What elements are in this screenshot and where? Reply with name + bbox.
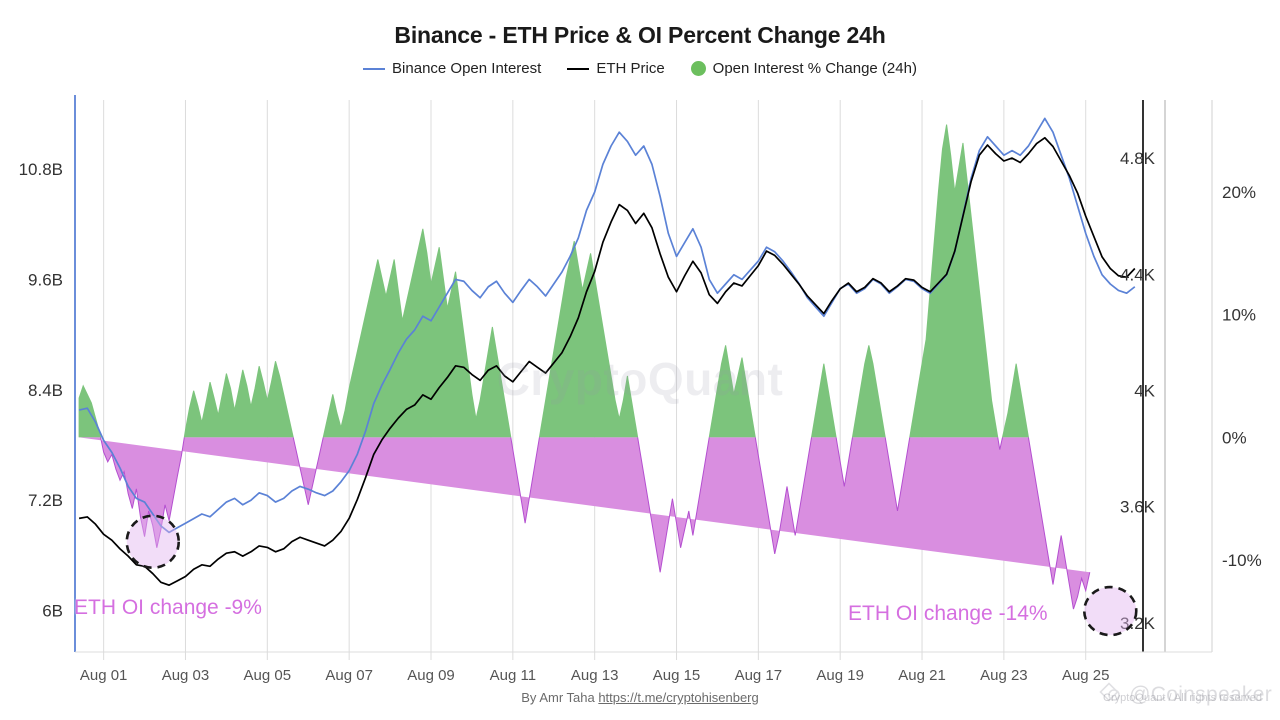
callout-ellipse-right — [1082, 585, 1138, 637]
y-axis-left-tick-3: 7.2B — [28, 491, 63, 510]
x-axis-tick-aug-21: Aug 21 — [898, 667, 946, 684]
x-axis-tick-aug-15: Aug 15 — [653, 667, 701, 684]
y-axis-percent-tick-1: 10% — [1222, 306, 1256, 325]
legend-line-marker-black — [567, 67, 590, 70]
legend-label-open-interest: Binance Open Interest — [392, 60, 542, 77]
x-axis-tick-aug-07: Aug 07 — [325, 667, 373, 684]
y-axis-percent-tick-3: -10% — [1222, 551, 1262, 570]
oi-percent-negative-area — [79, 437, 1091, 610]
legend-label-eth-price: ETH Price — [596, 60, 665, 77]
footer-credit: By Amr Taha https://t.me/cryptohisenberg — [0, 690, 1280, 705]
legend-item-eth-price[interactable]: ETH Price — [567, 60, 665, 77]
x-axis-tick-aug-25: Aug 25 — [1062, 667, 1110, 684]
x-axis-tick-aug-11: Aug 11 — [490, 667, 536, 684]
chart-legend: Binance Open Interest ETH Price Open Int… — [0, 60, 1280, 77]
x-axis-tick-aug-05: Aug 05 — [244, 667, 292, 684]
y-axis-left-tick-1: 9.6B — [28, 270, 63, 289]
series-line-eth-price — [78, 136, 1136, 587]
legend-item-open-interest[interactable]: Binance Open Interest — [363, 60, 541, 77]
y-axis-percent-tick-0: 20% — [1222, 183, 1256, 202]
y-axis-price-tick-3: 3.6K — [1120, 498, 1156, 517]
x-axis-tick-aug-17: Aug 17 — [735, 667, 783, 684]
footer-credit-prefix: By Amr Taha — [521, 690, 599, 705]
y-axis-percent-tick-2: 0% — [1222, 428, 1247, 447]
legend-line-marker-blue — [363, 67, 386, 70]
oi-percent-positive-area — [78, 124, 1029, 438]
x-axis-tick-aug-09: Aug 09 — [407, 667, 455, 684]
x-axis-tick-aug-23: Aug 23 — [980, 667, 1028, 684]
x-axis-tick-aug-19: Aug 19 — [816, 667, 864, 684]
x-axis-tick-aug-03: Aug 03 — [162, 667, 210, 684]
x-axis-tick-aug-01: Aug 01 — [80, 667, 128, 684]
x-axis-tick-aug-13: Aug 13 — [571, 667, 619, 684]
y-axis-price-tick-1: 4.4K — [1120, 265, 1156, 284]
annotation-right-label: ETH OI change -14% — [848, 602, 1048, 625]
legend-label-oi-percent-change: Open Interest % Change (24h) — [712, 60, 917, 77]
y-axis-price-tick-2: 4K — [1134, 382, 1155, 401]
annotation-left-label: ETH OI change -9% — [74, 596, 262, 619]
y-axis-price-tick-0: 4.8K — [1120, 149, 1156, 168]
y-axis-left-tick-4: 6B — [42, 602, 63, 621]
legend-item-oi-percent-change[interactable]: Open Interest % Change (24h) — [690, 60, 917, 77]
footer-credit-link[interactable]: https://t.me/cryptohisenberg — [598, 690, 759, 705]
y-axis-left-tick-2: 8.4B — [28, 381, 63, 400]
y-axis-left-tick-0: 10.8B — [19, 160, 63, 179]
legend-dot-marker-green — [690, 61, 706, 76]
page-title: Binance - ETH Price & OI Percent Change … — [394, 22, 886, 48]
callout-ellipse-left — [125, 514, 181, 570]
